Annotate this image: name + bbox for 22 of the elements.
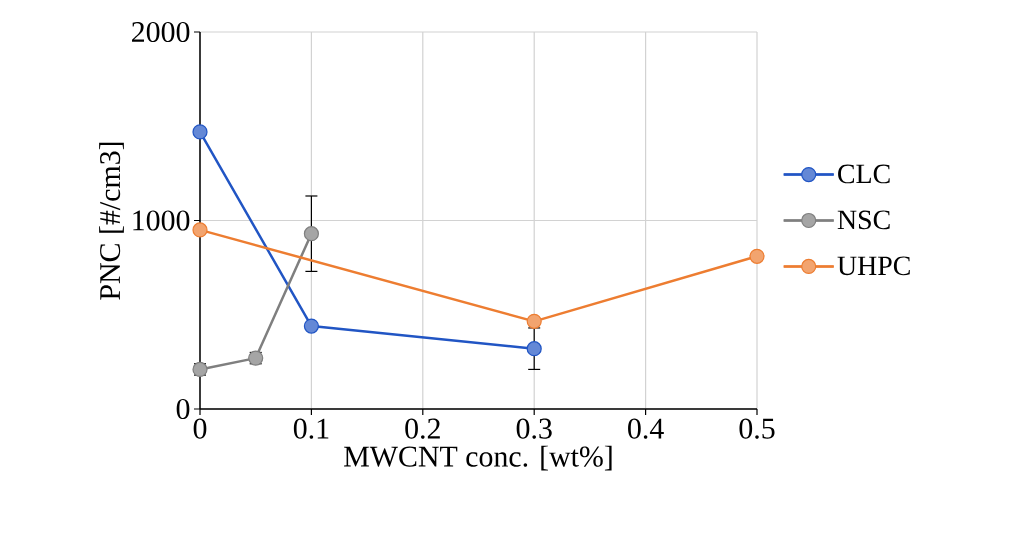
y-tick-label: 2000	[132, 21, 190, 43]
x-tick-label: 0.2	[405, 418, 440, 439]
x-tick-label: 0.1	[293, 418, 329, 439]
legend-label: NSC	[837, 210, 890, 230]
point	[192, 124, 208, 140]
y-axis-title: PNC [#/cm3]	[99, 142, 124, 300]
x-tick-label: 0.4	[628, 418, 664, 439]
y-tick-label: 0	[176, 398, 190, 420]
x-tick-label: 0.5	[739, 418, 775, 439]
point	[526, 341, 542, 357]
x-tick-label: 0.3	[516, 418, 552, 439]
legend-label: UHPC	[837, 256, 910, 276]
legend-label: CLC	[838, 164, 890, 184]
point	[192, 361, 208, 378]
point	[303, 318, 319, 334]
point	[303, 226, 319, 242]
point	[192, 222, 208, 238]
x-tick-label: 0	[193, 418, 207, 439]
y-tick-label: 1000	[133, 210, 190, 231]
point	[749, 248, 765, 264]
point	[526, 313, 542, 329]
x-axis-title: MWCNT conc. [wt%]	[344, 445, 612, 471]
